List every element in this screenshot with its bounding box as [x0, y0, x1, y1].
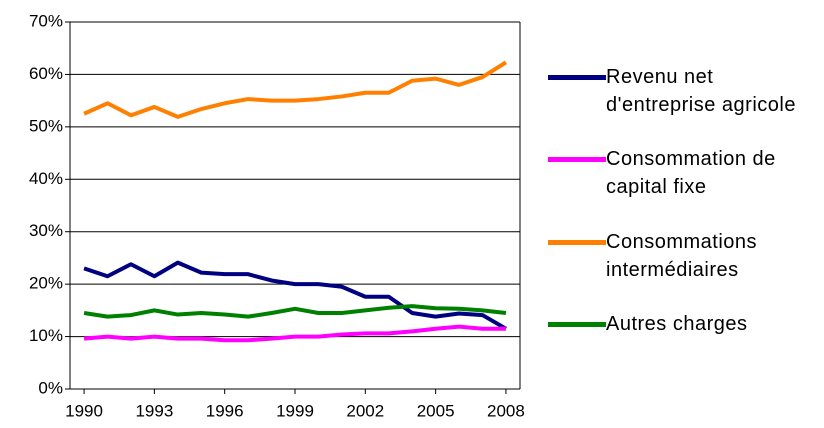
legend-entry: Consommations intermédiaires: [548, 228, 818, 284]
legend-swatch: [548, 157, 606, 162]
series-line: [83, 60, 507, 119]
x-tick-label: 1990: [65, 401, 103, 420]
x-tick-label: 1999: [276, 401, 314, 420]
y-tick-label: 40%: [29, 169, 63, 188]
legend-label: Consommations intermédiaires: [606, 231, 758, 281]
series-line: [83, 260, 507, 331]
legend-label: Autres charges: [606, 313, 748, 335]
x-tick-label: 2002: [346, 401, 384, 420]
y-tick-label: 70%: [29, 11, 63, 30]
series-line: [83, 324, 506, 343]
x-tick-label: 2005: [417, 401, 455, 420]
legend-label: Consommation de capital fixe: [606, 148, 776, 198]
y-tick-label: 50%: [29, 116, 63, 135]
legend-swatch: [548, 240, 606, 245]
legend-label: Revenu net d'entreprise agricole: [606, 66, 796, 116]
y-tick-label: 60%: [29, 64, 63, 83]
y-tick-label: 30%: [29, 221, 63, 240]
x-tick-label: 2008: [487, 401, 525, 420]
series-line: [83, 304, 507, 319]
legend-swatch: [548, 75, 606, 80]
y-tick-label: 20%: [29, 274, 63, 293]
x-tick-label: 1996: [206, 401, 244, 420]
y-tick-label: 10%: [29, 326, 63, 345]
legend-entry: Consommation de capital fixe: [548, 145, 818, 201]
y-tick-label: 0%: [38, 378, 63, 397]
legend-swatch: [548, 322, 606, 327]
legend-entry: Revenu net d'entreprise agricole: [548, 63, 818, 119]
legend-entry: Autres charges: [548, 310, 818, 338]
x-tick-label: 1993: [135, 401, 173, 420]
